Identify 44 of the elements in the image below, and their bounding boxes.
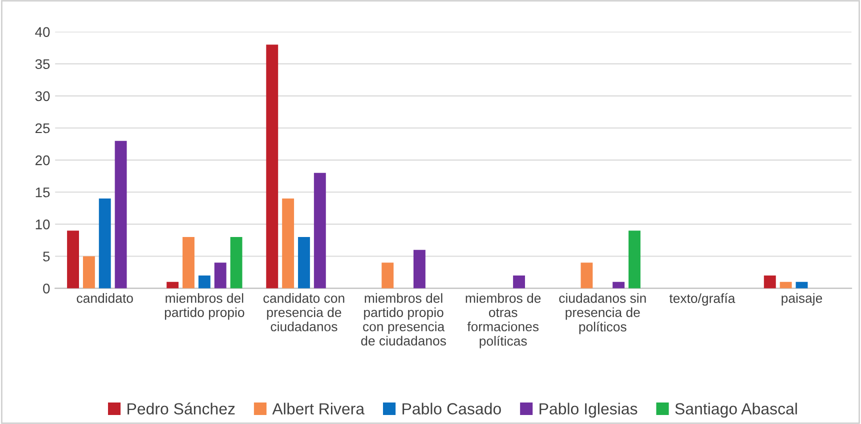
legend-label: Santiago Abascal [675, 402, 797, 418]
legend-label: Pablo Casado [402, 402, 501, 414]
bar [198, 275, 210, 288]
legend-label: Pedro Sánchez [128, 402, 235, 414]
y-tick-label: 15 [36, 188, 50, 198]
bar [314, 172, 326, 288]
bar [580, 262, 593, 288]
y-tick-label: 0 [43, 284, 50, 294]
x-tick-label: candidato con presencia de ciudadanos [263, 293, 344, 332]
x-tick-label: miembros de otras formaciones políticas [466, 293, 541, 348]
bar [266, 44, 278, 288]
legend-label: Pablo Iglesias [540, 402, 638, 418]
bar [82, 256, 95, 288]
bar [764, 275, 776, 288]
y-tick-label: 35 [35, 59, 50, 70]
bar [413, 250, 426, 288]
bar [298, 237, 310, 288]
x-tick-label: miembros del partido propio con presencia de ciudadanos [361, 293, 446, 346]
bar [612, 282, 625, 288]
bar [182, 237, 194, 288]
bar [230, 237, 242, 288]
y-tick-label: 20 [35, 155, 50, 166]
bar [166, 282, 179, 288]
x-tick-label: miembros del partido propio [164, 293, 244, 320]
y-tick-label: 25 [35, 123, 50, 134]
x-tick-label: ciudadanos sin presencia de políticos [559, 293, 646, 334]
bar [98, 198, 111, 288]
bar [628, 230, 640, 288]
x-tick-label: candidato [76, 293, 133, 303]
bar [114, 140, 127, 288]
y-tick-label: 40 [35, 27, 50, 37]
y-tick-label: 10 [36, 220, 50, 230]
bar [796, 282, 808, 288]
bar [780, 282, 792, 288]
bar [214, 262, 226, 288]
bar [67, 230, 79, 288]
legend-label: Albert Rivera [272, 402, 365, 414]
y-tick-label: 5 [43, 252, 50, 262]
x-tick-label: texto/grafía [669, 293, 736, 306]
x-tick-label: paisaje [782, 293, 822, 306]
bar [282, 198, 294, 288]
bar [513, 275, 525, 288]
bar [382, 262, 394, 288]
y-tick-label: 30 [35, 91, 50, 102]
